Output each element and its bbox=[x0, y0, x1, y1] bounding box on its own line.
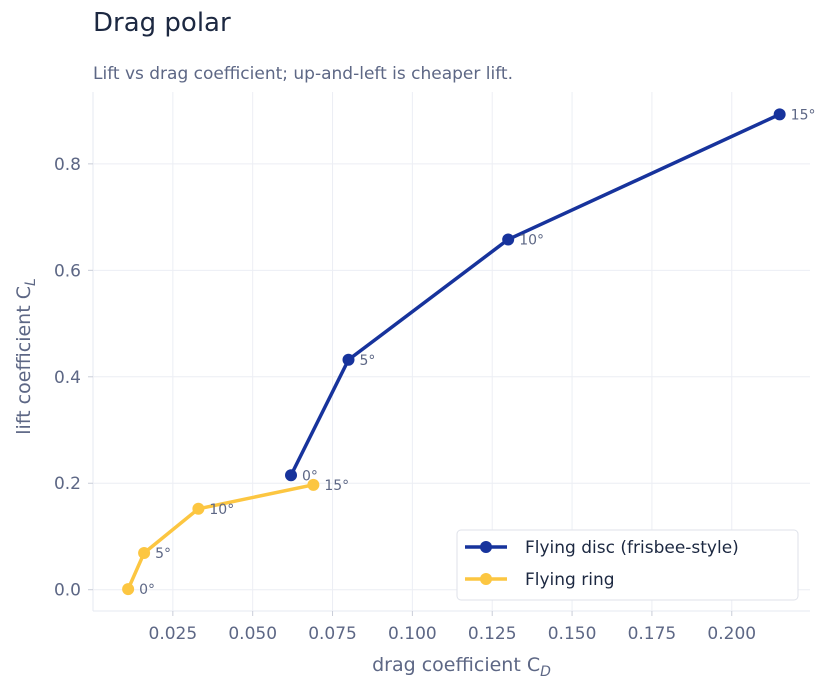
data-point bbox=[342, 353, 355, 366]
series-line-0 bbox=[289, 112, 782, 478]
legend-swatch-marker bbox=[480, 573, 492, 585]
chart-title: Drag polar bbox=[93, 8, 231, 38]
y-axis-label: lift coefficient CL bbox=[13, 278, 39, 435]
legend-label: Flying disc (frisbee-style) bbox=[525, 538, 739, 558]
x-axis-label: drag coefficient CD bbox=[372, 654, 551, 680]
x-tick-label: 0.075 bbox=[308, 624, 357, 644]
x-tick-label: 0.100 bbox=[388, 624, 437, 644]
legend-label: Flying ring bbox=[525, 570, 615, 590]
x-tick-label: 0.150 bbox=[548, 624, 597, 644]
data-point bbox=[285, 469, 298, 482]
data-point bbox=[192, 502, 205, 515]
point-label: 15° bbox=[324, 478, 349, 494]
x-tick-label: 0.200 bbox=[707, 624, 756, 644]
x-tick-label: 0.050 bbox=[228, 624, 277, 644]
point-label: 5° bbox=[360, 353, 376, 369]
x-tick-label: 0.175 bbox=[628, 624, 677, 644]
point-label: 10° bbox=[209, 502, 234, 518]
series-line-1 bbox=[126, 483, 316, 591]
point-label: 5° bbox=[155, 546, 171, 562]
data-point bbox=[307, 478, 320, 491]
x-tick-label: 0.025 bbox=[149, 624, 198, 644]
chart-subtitle: Lift vs drag coefficient; up-and-left is… bbox=[93, 64, 513, 84]
x-tick-label: 0.125 bbox=[468, 624, 517, 644]
y-tick-label: 0.6 bbox=[54, 261, 81, 281]
data-point bbox=[122, 583, 135, 596]
legend-swatch-marker bbox=[480, 541, 492, 553]
y-tick-label: 0.0 bbox=[54, 581, 81, 601]
series-layer: 0°5°10°15°0°5°10°15° bbox=[122, 107, 815, 598]
point-label: 15° bbox=[791, 107, 816, 123]
y-tick-label: 0.4 bbox=[54, 368, 81, 388]
axis-layer: 0.025 0.050 0.075 0.100 0.125 0.150 0.175 0.200… bbox=[13, 155, 756, 680]
y-tick-label: 0.2 bbox=[54, 474, 81, 494]
data-point bbox=[138, 546, 151, 559]
data-point bbox=[773, 108, 786, 121]
point-label: 0° bbox=[139, 582, 155, 598]
point-label: 10° bbox=[519, 232, 544, 248]
data-point bbox=[502, 233, 515, 246]
legend-box bbox=[456, 529, 799, 601]
grid-layer bbox=[92, 92, 810, 612]
y-tick-label: 0.8 bbox=[54, 155, 81, 175]
legend: Flying disc (frisbee-style) Flying ring bbox=[456, 529, 799, 601]
